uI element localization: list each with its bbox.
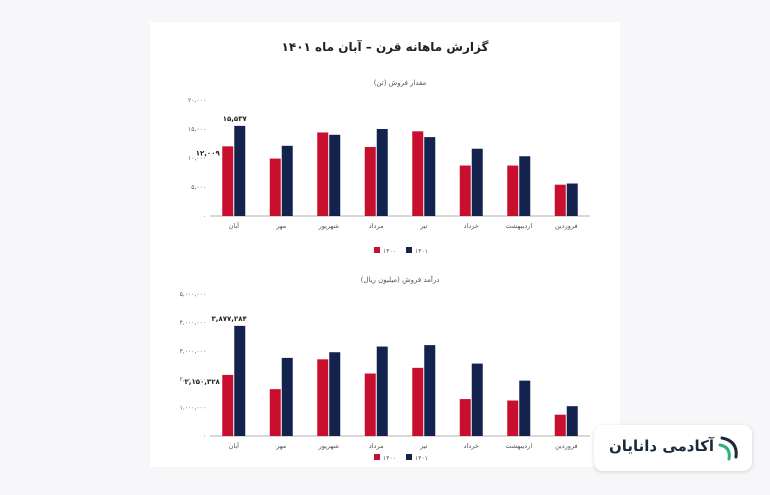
category-label: شهریور <box>318 222 339 230</box>
bar-1400 <box>364 146 376 216</box>
bar-1401 <box>471 148 483 216</box>
bar-1401 <box>376 346 388 436</box>
y-tick-label: ۳,۰۰۰,۰۰۰ <box>180 348 206 355</box>
chart-title: مقدار فروش (تن) <box>374 79 427 87</box>
data-label: ۱۵,۵۳۷ <box>223 115 248 123</box>
category-label: خرداد <box>464 222 479 230</box>
category-label: خرداد <box>464 442 479 450</box>
category-label: فروردین <box>555 442 578 450</box>
legend-label-1400: ۱۴۰۰ <box>383 248 396 255</box>
y-tick-label: ۱۰,۰۰۰ <box>188 155 206 162</box>
category-label: تیر <box>419 222 428 230</box>
bar-1401 <box>566 406 578 436</box>
bar-1401 <box>329 352 341 436</box>
chart-title: درآمد فروش (میلیون ریال) <box>361 275 440 284</box>
category-label: مرداد <box>369 442 384 450</box>
y-tick-label: ۵,۰۰۰,۰۰۰ <box>180 291 206 298</box>
bar-1400 <box>364 373 376 436</box>
bar-1400 <box>222 374 234 436</box>
bar-1400 <box>222 146 234 216</box>
bar-1401 <box>329 134 341 216</box>
category-label: مهر <box>275 222 286 230</box>
bar-1400 <box>269 158 281 216</box>
category-label: شهریور <box>318 442 339 450</box>
bar-1401 <box>566 183 578 216</box>
y-tick-label: ۰ <box>203 213 206 220</box>
category-label: مهر <box>275 442 286 450</box>
legend-swatch-1401 <box>406 247 412 253</box>
legend-swatch-1400 <box>374 247 380 253</box>
category-label: آبان <box>229 221 241 230</box>
category-label: اردیبهشت <box>505 442 532 450</box>
bar-1401 <box>234 325 246 436</box>
bar-1401 <box>519 380 531 436</box>
category-label: فروردین <box>555 222 578 230</box>
bar-1400 <box>412 367 424 436</box>
y-tick-label: ۲,۰۰۰,۰۰۰ <box>180 376 206 383</box>
bar-1400 <box>554 184 566 216</box>
category-label: آبان <box>229 441 241 450</box>
sales-volume-chart: مقدار فروش (تن) ۰ ۵,۰۰۰ ۱۰,۰۰۰ ۱۵,۰۰۰ ۲۰,۰۰۰ ف… <box>188 79 590 255</box>
category-label: مرداد <box>369 222 384 230</box>
report-title: گزارش ماهانه قرن – آبان ماه ۱۴۰۱ <box>281 40 489 54</box>
y-tick-label: ۵,۰۰۰ <box>191 184 206 191</box>
bar-1400 <box>507 400 519 436</box>
data-label: ۳,۸۷۷,۲۸۴ <box>212 315 248 323</box>
data-label: ۱۲,۰۰۹ <box>196 149 221 157</box>
bar-1400 <box>317 359 329 436</box>
bar-1401 <box>281 145 293 216</box>
legend-label-1400: ۱۴۰۰ <box>383 455 396 462</box>
bar-1401 <box>424 137 436 216</box>
category-label: تیر <box>419 442 428 450</box>
danayan-logo-icon <box>718 436 738 461</box>
bar-1401 <box>281 357 293 436</box>
y-tick-label: ۲۰,۰۰۰ <box>188 97 206 104</box>
legend-swatch-1401 <box>406 454 412 460</box>
data-label: ۲,۱۵۰,۳۲۸ <box>185 378 221 386</box>
category-label: اردیبهشت <box>505 222 532 230</box>
bar-1401 <box>471 363 483 436</box>
sales-revenue-chart: درآمد فروش (میلیون ریال) ۰ ۱,۰۰۰,۰۰۰ ۲,۰۰۰,… <box>180 275 590 462</box>
report-card: گزارش ماهانه قرن – آبان ماه ۱۴۰۱ مقدار ف… <box>150 22 620 467</box>
bar-1401 <box>424 345 436 436</box>
legend-label-1401: ۱۴۰۱ <box>415 455 428 462</box>
bar-1401 <box>234 125 246 216</box>
bar-1400 <box>412 131 424 216</box>
bar-1400 <box>507 165 519 216</box>
y-tick-label: ۱۵,۰۰۰ <box>188 126 206 133</box>
brand-name: آکادمی دانایان <box>608 437 714 455</box>
y-tick-label: ۱,۰۰۰,۰۰۰ <box>180 405 206 412</box>
bar-1400 <box>554 414 566 436</box>
y-tick-label: ۴,۰۰۰,۰۰۰ <box>180 319 206 326</box>
bar-1400 <box>459 399 471 436</box>
legend-label-1401: ۱۴۰۱ <box>415 248 428 255</box>
bar-1401 <box>519 156 531 216</box>
bar-1400 <box>269 389 281 436</box>
y-tick-label: ۰ <box>203 433 206 440</box>
legend-swatch-1400 <box>374 454 380 460</box>
bar-1400 <box>459 165 471 216</box>
bar-1400 <box>317 132 329 216</box>
brand-badge: آکادمی دانایان <box>594 425 752 471</box>
bar-1401 <box>376 129 388 216</box>
